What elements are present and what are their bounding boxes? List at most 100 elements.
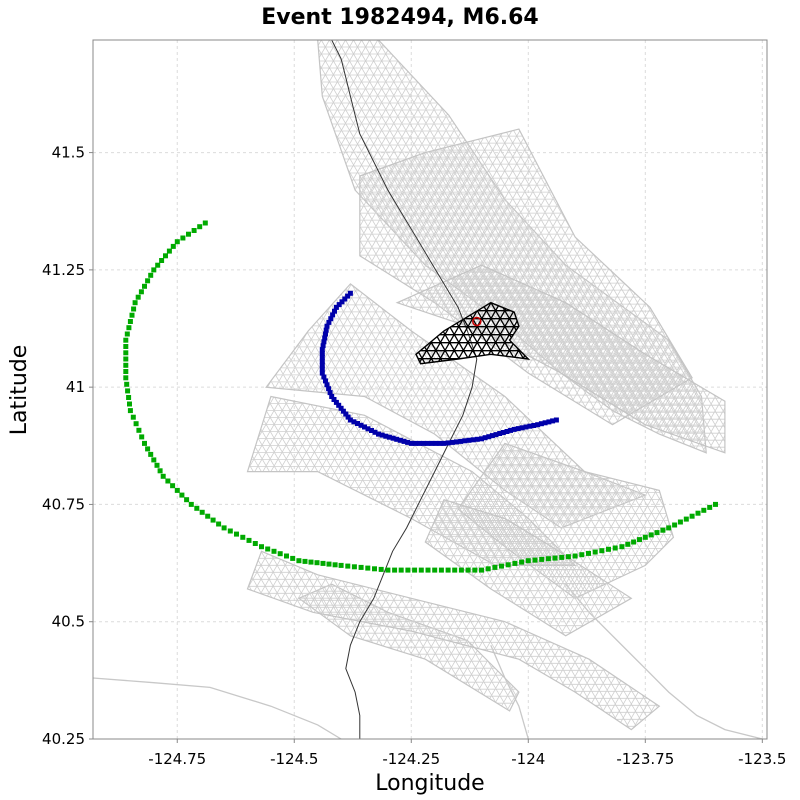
data-point: [660, 527, 666, 533]
data-point: [465, 567, 471, 573]
data-point: [412, 567, 418, 573]
data-point: [320, 560, 326, 566]
data-point: [170, 483, 176, 489]
data-point: [151, 457, 157, 463]
data-point: [408, 440, 414, 446]
data-point: [531, 423, 537, 428]
data-point: [462, 438, 468, 444]
data-point: [553, 417, 559, 423]
data-point: [648, 532, 654, 538]
data-point: [492, 564, 498, 570]
data-point: [246, 537, 252, 543]
data-point: [290, 555, 296, 561]
data-point: [592, 549, 598, 555]
data-point: [365, 565, 371, 571]
data-series: [123, 220, 718, 573]
data-point: [512, 560, 518, 566]
data-point: [538, 421, 544, 427]
data-point: [565, 554, 571, 560]
data-point: [398, 567, 404, 573]
fault-mesh-outline: [424, 498, 633, 637]
data-point: [163, 253, 168, 259]
hypocenter-mesh-outline: [415, 301, 531, 365]
data-point: [695, 510, 701, 516]
data-point: [412, 440, 418, 446]
data-point: [369, 428, 374, 433]
data-point: [365, 426, 371, 432]
data-point: [174, 239, 180, 245]
data-point: [454, 439, 459, 445]
data-point: [145, 446, 151, 452]
data-point: [539, 556, 545, 562]
data-point: [326, 319, 332, 325]
data-point: [672, 522, 678, 528]
data-point: [227, 528, 233, 534]
data-point: [188, 501, 194, 507]
data-point: [425, 567, 431, 573]
data-point: [333, 304, 339, 310]
data-point: [505, 562, 511, 568]
data-point: [458, 567, 464, 573]
x-tick-label: -124: [511, 750, 545, 768]
fault-mesh-outline: [246, 550, 661, 731]
data-point: [546, 419, 552, 425]
data-point: [385, 567, 391, 573]
data-point: [550, 418, 556, 424]
data-point: [302, 558, 308, 564]
data-point: [390, 435, 396, 441]
data-point: [508, 427, 514, 433]
data-point: [123, 350, 129, 356]
data-point: [234, 531, 239, 537]
data-point: [499, 563, 504, 569]
data-point: [479, 436, 484, 442]
data-point: [126, 325, 132, 331]
data-point: [372, 429, 378, 435]
y-tick-label: 41.25: [42, 261, 85, 279]
data-point: [323, 327, 329, 333]
fault-mesh-triangles: [425, 499, 632, 636]
data-point: [441, 440, 447, 446]
data-point: [323, 378, 328, 384]
data-point: [186, 231, 191, 237]
data-point: [666, 525, 672, 531]
data-point: [519, 559, 525, 565]
data-point: [378, 566, 384, 572]
data-point: [330, 312, 336, 318]
data-point: [449, 439, 455, 445]
data-point: [445, 567, 451, 573]
data-point: [535, 422, 541, 428]
data-point: [485, 566, 491, 572]
y-ticks: 40.25 40.5 40.75 41 41.25 41.5: [42, 144, 93, 748]
data-point: [319, 366, 325, 372]
data-point: [319, 351, 325, 356]
data-point: [124, 381, 130, 387]
data-point: [572, 553, 578, 559]
data-point: [683, 516, 689, 522]
data-point: [342, 296, 348, 302]
data-point: [131, 306, 137, 312]
x-tick-label: -123.75: [616, 750, 674, 768]
data-point: [174, 487, 180, 493]
epicenter-marker: [472, 316, 482, 327]
data-point: [323, 331, 328, 337]
data-point: [130, 414, 136, 420]
data-point: [124, 331, 130, 337]
data-point: [345, 414, 351, 420]
data-point: [123, 362, 129, 368]
data-point: [445, 440, 451, 446]
data-point: [474, 436, 480, 442]
data-point: [504, 429, 510, 434]
y-axis-label: Latitude: [7, 345, 32, 436]
data-point: [345, 293, 351, 299]
data-point: [259, 544, 264, 550]
data-point: [421, 440, 427, 446]
data-point: [123, 375, 129, 381]
data-point: [397, 437, 403, 443]
data-point: [284, 553, 289, 559]
data-point: [425, 440, 431, 446]
fault-mesh-outline: [457, 442, 675, 599]
data-point: [515, 426, 521, 432]
data-point: [199, 509, 205, 515]
data-point: [125, 388, 131, 394]
